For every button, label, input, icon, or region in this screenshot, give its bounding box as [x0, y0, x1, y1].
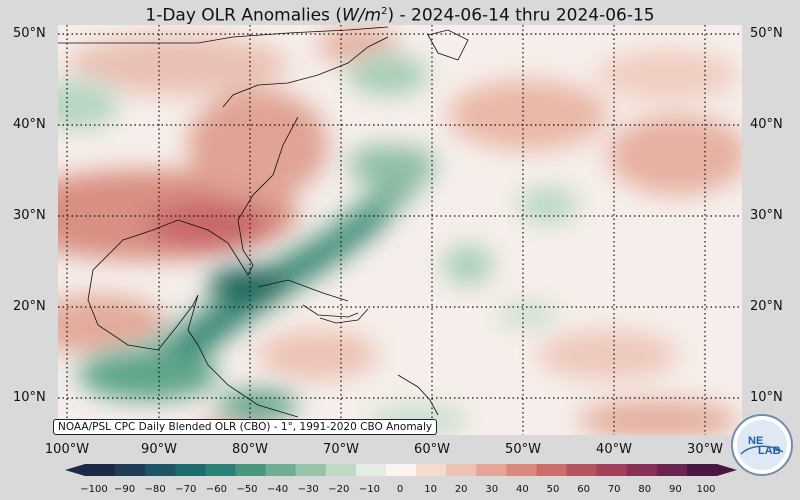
- colorbar-tick: −30: [297, 484, 319, 495]
- lat-label-left: 50°N: [13, 26, 46, 41]
- graticule: [58, 25, 742, 435]
- colorbar-swatch: [686, 464, 718, 476]
- colorbar-tick: −70: [175, 484, 197, 495]
- lat-label-right: 20°N: [750, 299, 783, 314]
- lon-label: 30°W: [687, 442, 723, 457]
- colorbar-tick: 60: [577, 484, 590, 495]
- colorbar-swatch: [596, 464, 628, 476]
- lat-label-left: 30°N: [13, 208, 46, 223]
- positive-anomaly-regions: [58, 25, 742, 435]
- colorbar-swatch: [145, 464, 176, 476]
- colorbar-swatch: [566, 464, 598, 476]
- colorbar-swatch: [506, 464, 537, 476]
- colorbar-swatch: [205, 464, 236, 476]
- svg-text:LAB: LAB: [758, 445, 781, 457]
- colorbar-swatch: [626, 464, 658, 476]
- nexlab-logo: NE LAB: [731, 414, 793, 476]
- lat-label-right: 10°N: [750, 390, 783, 405]
- lat-label-right: 30°N: [750, 208, 783, 223]
- colorbar-tick: −80: [144, 484, 166, 495]
- colorbar-swatch: [656, 464, 688, 476]
- colorbar-tick: 30: [485, 484, 499, 495]
- olr-anomaly-map: [58, 25, 742, 435]
- colorbar-swatch: [416, 464, 447, 476]
- lon-label: 80°W: [232, 442, 268, 457]
- colorbar-tick: 80: [638, 484, 652, 495]
- colorbar-tick: −10: [358, 484, 380, 495]
- lat-label-left: 20°N: [13, 299, 46, 314]
- colorbar-swatch: [235, 464, 267, 476]
- map-title: 1-Day OLR Anomalies (W/m2) - 2024-06-14 …: [145, 5, 655, 26]
- colorbar-swatch: [85, 464, 116, 476]
- lat-label-left: 40°N: [13, 117, 46, 132]
- lon-label: 60°W: [414, 442, 450, 457]
- colorbar-tick: 0: [396, 484, 404, 495]
- colorbar-tick: −20: [328, 484, 350, 495]
- colorbar-tick: 100: [696, 484, 716, 495]
- colorbar-min-arrow: [65, 464, 85, 476]
- anomaly-field: [58, 25, 742, 435]
- lat-label-left: 10°N: [13, 390, 46, 405]
- colorbar-tick: 70: [607, 484, 621, 495]
- colorbar-tick: −100: [80, 484, 108, 495]
- colorbar-swatch: [536, 464, 568, 476]
- colorbar-max-arrow: [717, 464, 737, 476]
- colorbar-swatch: [325, 464, 357, 476]
- colorbar-tick: −90: [114, 484, 136, 495]
- colorbar-tick: 50: [546, 484, 560, 495]
- colorbar-swatch: [295, 464, 327, 476]
- svg-text:NE: NE: [748, 435, 763, 447]
- lon-label: 50°W: [505, 442, 541, 457]
- colorbar-swatch: [115, 464, 146, 476]
- colorbar-tick: −40: [267, 484, 289, 495]
- colorbar-tick: −50: [236, 484, 258, 495]
- colorbar-swatch: [476, 464, 507, 476]
- colorbar-swatch: [175, 464, 206, 476]
- colorbar-swatch: [265, 464, 297, 476]
- colorbar-tick: −60: [205, 484, 227, 495]
- colorbar-swatch: [446, 464, 477, 476]
- colorbar: [65, 464, 737, 476]
- data-source-note: NOAA/PSL CPC Daily Blended OLR (CBO) - 1…: [53, 419, 438, 435]
- lon-label: 40°W: [596, 442, 632, 457]
- lat-label-right: 50°N: [750, 26, 783, 41]
- lon-label: 100°W: [44, 442, 90, 457]
- lon-label: 90°W: [141, 442, 177, 457]
- lat-label-right: 40°N: [750, 117, 783, 132]
- colorbar-swatch: [385, 464, 417, 476]
- coastlines: [58, 26, 469, 418]
- colorbar-tick: 20: [454, 484, 468, 495]
- colorbar-swatch: [355, 464, 387, 476]
- colorbar-tick: 40: [516, 484, 529, 495]
- colorbar-tick: 10: [424, 484, 437, 495]
- lon-label: 70°W: [323, 442, 359, 457]
- colorbar-tick: 90: [669, 484, 682, 495]
